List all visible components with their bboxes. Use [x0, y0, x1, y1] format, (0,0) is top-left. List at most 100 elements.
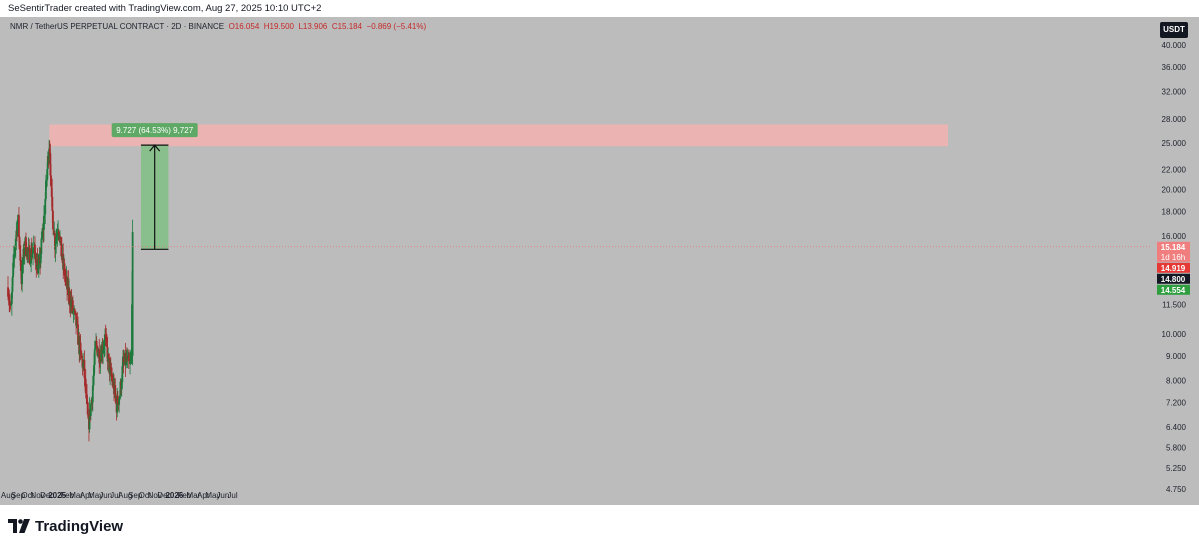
- target-label-bg: [111, 123, 198, 138]
- candle-body: [32, 246, 35, 251]
- candle-body: [67, 280, 70, 296]
- price-label-value: 14.800: [1161, 275, 1186, 284]
- candle-body: [116, 395, 119, 404]
- candle-body: [74, 311, 77, 314]
- symbol-legend[interactable]: NMR / TetherUS PERPETUAL CONTRACT · 2D ·…: [10, 22, 426, 31]
- candle-body: [44, 198, 47, 215]
- x-tick-label: Nov: [148, 491, 162, 500]
- y-tick-label: 11.500: [1162, 301, 1186, 310]
- candle-body: [122, 358, 125, 363]
- candle-body: [80, 356, 83, 359]
- candle-body: [7, 287, 9, 297]
- y-tick-label: 9.000: [1166, 352, 1187, 361]
- candle-body: [86, 394, 88, 403]
- candle-body: [95, 341, 98, 347]
- candle-body: [79, 342, 82, 351]
- candle-body: [27, 248, 30, 252]
- candle-body: [15, 230, 18, 239]
- candle-body: [52, 229, 55, 236]
- symbol-title: NMR / TetherUS PERPETUAL CONTRACT · 2D ·…: [10, 22, 225, 31]
- x-tick-label: Jun: [99, 491, 112, 500]
- tradingview-logo-icon: [8, 519, 30, 533]
- candle-body: [88, 408, 91, 430]
- price-label-badge: [1157, 262, 1190, 273]
- x-tick-label: 2026: [165, 491, 183, 500]
- candle-body: [54, 243, 57, 250]
- candle-body: [13, 251, 16, 257]
- candle-body: [75, 313, 77, 326]
- candle-body: [129, 358, 132, 362]
- candle-body: [11, 277, 14, 292]
- candle-body: [26, 248, 29, 257]
- candle-body: [109, 366, 112, 369]
- candle-body: [111, 376, 113, 380]
- candle-body: [57, 231, 60, 234]
- candle-body: [40, 238, 43, 254]
- x-tick-label: Feb: [60, 491, 74, 500]
- candle-body: [34, 253, 37, 263]
- y-tick-label: 6.400: [1166, 423, 1187, 432]
- candle-body: [94, 343, 97, 350]
- x-tick-label: Sep: [128, 491, 143, 500]
- price-chart[interactable]: 40.000 36.000 32.000 28.000 25.000 22.000 20.0…: [0, 17, 1199, 505]
- candle-body: [56, 233, 59, 235]
- candle-body: [12, 262, 15, 278]
- candle-body: [41, 236, 43, 239]
- candle-body: [7, 296, 10, 299]
- candle-body: [52, 211, 54, 230]
- candle-body: [92, 375, 95, 386]
- candle-body: [55, 236, 58, 244]
- candle-body: [131, 232, 134, 356]
- candle-body: [121, 366, 124, 383]
- candle-body: [122, 358, 124, 367]
- candle-body: [109, 366, 112, 375]
- currency-badge[interactable]: USDT: [1160, 22, 1188, 38]
- target-label: 9.727 (64.53%) 9,727: [116, 126, 193, 135]
- candle-body: [114, 385, 117, 396]
- x-tick-label: May: [205, 491, 220, 500]
- candle-body: [97, 352, 99, 356]
- candle-body: [91, 385, 94, 403]
- candle-body: [62, 253, 65, 267]
- price-label-value: 15.184: [1161, 243, 1186, 252]
- candle-body: [82, 362, 85, 368]
- y-tick-label: 25.000: [1162, 139, 1187, 148]
- candle-body: [39, 253, 42, 264]
- candle-body: [102, 349, 104, 354]
- y-tick-label: 10.000: [1162, 330, 1187, 339]
- candle-body: [87, 414, 90, 419]
- candle-body: [64, 275, 67, 277]
- y-tick-label: 7.200: [1166, 398, 1187, 407]
- candle-body: [46, 155, 49, 170]
- x-tick-label: Oct: [139, 491, 152, 500]
- candle-body: [100, 347, 103, 362]
- candle-body: [28, 248, 31, 265]
- price-label-countdown: 1d 16h: [1161, 253, 1185, 262]
- candle-body: [72, 311, 75, 312]
- y-tick-label: 5.800: [1166, 443, 1187, 452]
- candle-body: [103, 345, 106, 347]
- candle-body: [55, 233, 58, 237]
- candle-body: [21, 264, 24, 285]
- candle-body: [43, 214, 46, 216]
- candle-body: [29, 263, 32, 265]
- candle-body: [10, 303, 13, 306]
- candle-body: [107, 353, 110, 358]
- candle-body: [116, 395, 119, 413]
- candle-body: [48, 148, 51, 154]
- candle-body: [30, 248, 33, 258]
- x-tick-label: Nov: [30, 491, 44, 500]
- resistance-zone: [49, 124, 948, 147]
- open-value: O16.054: [228, 22, 260, 31]
- candle-body: [45, 180, 47, 199]
- y-tick-label: 22.000: [1162, 165, 1187, 174]
- candle-body: [110, 368, 113, 377]
- candle-body: [89, 403, 92, 416]
- chart-area[interactable]: 40.000 36.000 32.000 28.000 25.000 22.000 20.0…: [0, 17, 1199, 505]
- candle-body: [126, 356, 129, 361]
- tradingview-logo[interactable]: TradingView: [8, 516, 123, 536]
- x-tick-label: 2025: [48, 491, 66, 500]
- candle-body: [76, 320, 79, 325]
- tradingview-brand: TradingView: [35, 517, 124, 535]
- candle-body: [21, 264, 24, 265]
